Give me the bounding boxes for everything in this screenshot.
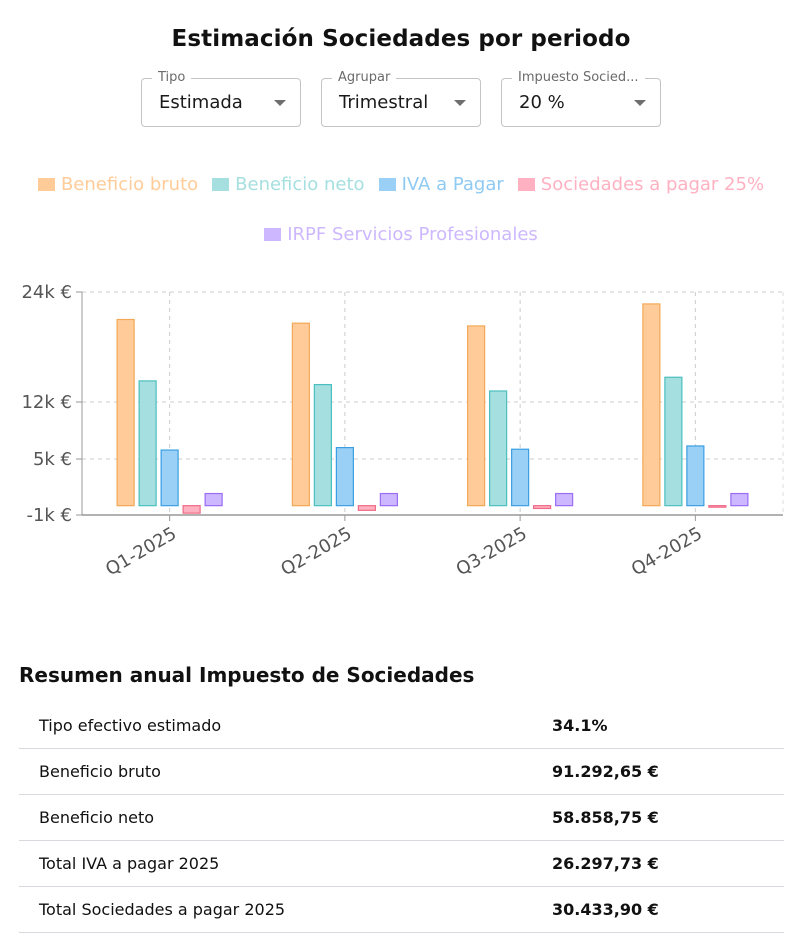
bar-irpf-servicios-profesionales-q2-2025: [379, 492, 398, 507]
chart-legend-row-2: IRPF Servicios Profesionales: [0, 224, 802, 245]
bar-iva-a-pagar-q1-2025: [160, 449, 179, 507]
bar-irpf-servicios-profesionales-q3-2025: [555, 492, 574, 507]
bar-beneficio-bruto-q3-2025: [467, 325, 486, 507]
summary-value-beneficio-neto: 58.858,75 €: [552, 794, 784, 841]
bar-beneficio-bruto-q1-2025: [116, 318, 135, 507]
table-row: Total IVA a pagar 2025 26.297,73 €: [19, 840, 784, 887]
legend-swatch-iva: [378, 178, 396, 191]
x-tick-label: Q3-2025: [453, 523, 531, 580]
summary-label-tipo-efectivo: Tipo efectivo estimado: [19, 703, 552, 749]
legend-swatch-beneficio-neto: [212, 178, 230, 191]
bar-sociedades-a-pagar-25--q2-2025: [357, 505, 376, 511]
legend-item-irpf[interactable]: IRPF Servicios Profesionales: [264, 224, 538, 245]
summary-table: Tipo efectivo estimado 34.1% Beneficio b…: [19, 703, 784, 933]
tipo-select[interactable]: Tipo Estimada: [141, 70, 301, 127]
legend-label-sociedades: Sociedades a pagar 25%: [540, 174, 765, 195]
page-title: Estimación Sociedades por periodo: [171, 26, 631, 52]
bar-chart: 24k € 12k € 5k € -1k € Q1-2025 Q2-2025 Q3-2025…: [21, 282, 784, 580]
bar-sociedades-a-pagar-25--q3-2025: [533, 505, 552, 510]
bar-beneficio-neto-q3-2025: [489, 390, 508, 507]
table-row: Beneficio neto 58.858,75 €: [19, 794, 784, 841]
bar-iva-a-pagar-q4-2025: [686, 445, 705, 507]
chevron-down-icon: [634, 100, 646, 106]
impuesto-select-label: Impuesto Socied...: [512, 70, 645, 85]
y-tick-label: 5k €: [33, 449, 72, 470]
summary-label-beneficio-neto: Beneficio neto: [19, 794, 552, 841]
summary-value-total-iva: 26.297,73 €: [552, 840, 784, 887]
legend-item-beneficio-neto[interactable]: Beneficio neto: [212, 174, 365, 195]
chart-legend-row-1: Beneficio bruto Beneficio neto IVA a Pag…: [0, 174, 802, 195]
legend-label-irpf: IRPF Servicios Profesionales: [287, 224, 538, 245]
agrupar-select-value: Trimestral: [339, 92, 429, 113]
y-tick-label: -1k €: [26, 505, 72, 526]
tipo-select-label: Tipo: [152, 70, 192, 85]
legend-item-sociedades[interactable]: Sociedades a pagar 25%: [517, 174, 765, 195]
bar-sociedades-a-pagar-25--q1-2025: [182, 505, 201, 514]
legend-swatch-irpf: [264, 228, 282, 241]
agrupar-select-label: Agrupar: [332, 70, 397, 85]
x-tick-label: Q1-2025: [102, 523, 180, 580]
summary-value-beneficio-bruto: 91.292,65 €: [552, 748, 784, 795]
summary-label-beneficio-bruto: Beneficio bruto: [19, 748, 552, 795]
summary-value-tipo-efectivo: 34.1%: [552, 703, 784, 749]
summary-label-total-sociedades: Total Sociedades a pagar 2025: [19, 886, 552, 933]
impuesto-select-value: 20 %: [519, 92, 565, 113]
impuesto-select[interactable]: Impuesto Socied... 20 %: [501, 70, 661, 127]
bar-beneficio-bruto-q4-2025: [642, 303, 661, 507]
y-tick-label: 24k €: [21, 282, 72, 303]
bar-irpf-servicios-profesionales-q4-2025: [730, 492, 749, 507]
x-tick-label: Q2-2025: [277, 523, 355, 580]
y-tick-label: 12k €: [21, 392, 72, 413]
legend-swatch-sociedades: [517, 178, 535, 191]
bar-irpf-servicios-profesionales-q1-2025: [204, 492, 223, 507]
bar-iva-a-pagar-q3-2025: [511, 448, 530, 507]
bar-beneficio-neto-q2-2025: [313, 383, 332, 507]
summary-title: Resumen anual Impuesto de Sociedades: [19, 663, 475, 687]
bar-iva-a-pagar-q2-2025: [335, 447, 354, 507]
agrupar-select[interactable]: Agrupar Trimestral: [321, 70, 481, 127]
table-row: Total Sociedades a pagar 2025 30.433,90 …: [19, 886, 784, 933]
x-tick-label: Q4-2025: [628, 523, 706, 580]
table-row: Beneficio bruto 91.292,65 €: [19, 748, 784, 795]
legend-swatch-beneficio-bruto: [37, 178, 55, 191]
bar-beneficio-bruto-q2-2025: [291, 322, 310, 507]
chevron-down-icon: [454, 100, 466, 106]
summary-label-total-iva: Total IVA a pagar 2025: [19, 840, 552, 887]
legend-label-iva: IVA a Pagar: [401, 174, 504, 195]
legend-item-beneficio-bruto[interactable]: Beneficio bruto: [37, 174, 199, 195]
bar-beneficio-neto-q4-2025: [664, 376, 683, 507]
summary-value-total-sociedades: 30.433,90 €: [552, 886, 784, 933]
legend-label-beneficio-neto: Beneficio neto: [235, 174, 365, 195]
legend-label-beneficio-bruto: Beneficio bruto: [60, 174, 199, 195]
tipo-select-value: Estimada: [159, 92, 243, 113]
chevron-down-icon: [274, 100, 286, 106]
legend-item-iva[interactable]: IVA a Pagar: [378, 174, 504, 195]
bar-beneficio-neto-q1-2025: [138, 380, 157, 507]
table-row: Tipo efectivo estimado 34.1%: [19, 703, 784, 749]
bar-sociedades-a-pagar-25--q4-2025: [708, 505, 727, 508]
